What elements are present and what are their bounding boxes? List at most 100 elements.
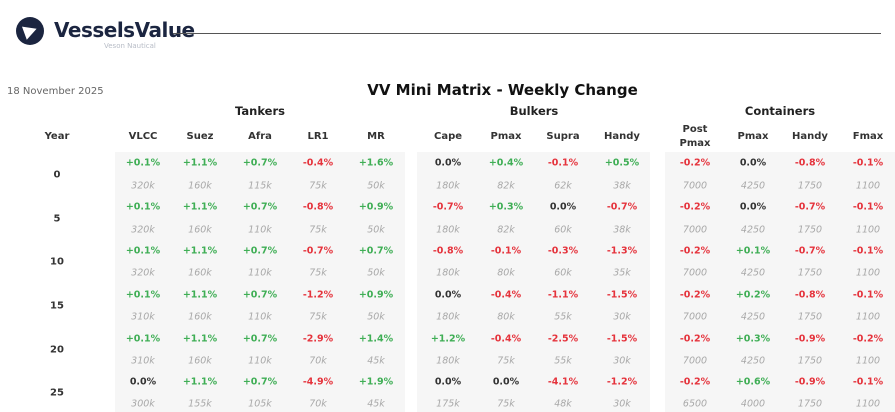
weekly-change-cell: +1.4% — [358, 333, 394, 345]
vessel-size-cell: 310k — [131, 311, 155, 323]
vessel-size-cell: 160k — [188, 311, 212, 323]
vessel-size-cell: 75k — [497, 355, 515, 367]
weekly-change-cell: -0.8% — [794, 289, 826, 301]
vessel-size-cell: 4000 — [740, 398, 766, 410]
vessel-size-cell: 115k — [248, 180, 272, 192]
year-label: 15 — [50, 300, 64, 312]
vessel-size-cell: 35k — [613, 267, 631, 279]
weekly-change-cell: +0.7% — [358, 245, 394, 257]
weekly-change-cell: +0.7% — [242, 289, 278, 301]
weekly-change-cell: 0.0% — [549, 201, 577, 213]
vessel-size-cell: 310k — [131, 355, 155, 367]
vessel-size-cell: 1750 — [797, 311, 823, 323]
column-header: Pmax — [490, 131, 522, 142]
weekly-change-cell: -0.2% — [679, 333, 711, 345]
year-header: Year — [44, 131, 70, 142]
weekly-change-cell: 0.0% — [434, 376, 462, 388]
vessel-size-cell: 4250 — [740, 267, 766, 279]
vessel-size-cell: 60k — [554, 224, 572, 236]
column-header: Handy — [792, 131, 828, 142]
column-header: Cape — [433, 131, 463, 142]
vessel-size-cell: 1100 — [855, 224, 881, 236]
weekly-change-cell: +0.1% — [125, 157, 161, 169]
weekly-change-cell: -0.2% — [679, 201, 711, 213]
vessel-size-cell: 75k — [309, 311, 327, 323]
vessel-size-cell: 48k — [554, 398, 572, 410]
weekly-change-cell: +0.7% — [242, 245, 278, 257]
group-header-bulkers: Bulkers — [509, 104, 559, 118]
weekly-change-cell: +1.9% — [358, 376, 394, 388]
weekly-change-cell: -1.3% — [606, 245, 638, 257]
vessel-size-cell: 180k — [436, 311, 460, 323]
vessel-size-cell: 1100 — [855, 180, 881, 192]
year-label: 10 — [50, 256, 64, 268]
vessel-size-cell: 1750 — [797, 224, 823, 236]
vessel-size-cell: 4250 — [740, 311, 766, 323]
column-header: Pmax — [737, 131, 769, 142]
column-header: Handy — [604, 131, 640, 142]
weekly-change-cell: -0.7% — [794, 245, 826, 257]
group-header-containers: Containers — [744, 104, 816, 118]
weekly-change-cell: -0.7% — [794, 201, 826, 213]
weekly-change-cell: +0.7% — [242, 201, 278, 213]
column-header: Afra — [248, 131, 272, 142]
weekly-change-cell: -2.9% — [302, 333, 334, 345]
brand-name: VesselsValue — [54, 18, 195, 42]
weekly-change-cell: -0.2% — [679, 376, 711, 388]
weekly-change-cell: 0.0% — [492, 376, 520, 388]
vessel-size-cell: 110k — [248, 355, 272, 367]
vessel-size-cell: 1750 — [797, 267, 823, 279]
weekly-change-cell: -0.7% — [432, 201, 464, 213]
vessel-size-cell: 1750 — [797, 398, 823, 410]
vessel-size-cell: 70k — [309, 398, 327, 410]
vessel-size-cell: 160k — [188, 355, 212, 367]
vessel-size-cell: 320k — [131, 224, 155, 236]
year-label: 0 — [53, 169, 61, 180]
weekly-change-cell: -0.9% — [794, 376, 826, 388]
weekly-change-cell: -0.9% — [794, 333, 826, 345]
weekly-change-cell: -0.2% — [679, 289, 711, 301]
vessel-size-cell: 300k — [131, 398, 155, 410]
weekly-change-cell: +1.1% — [182, 201, 218, 213]
year-label: 20 — [50, 344, 64, 356]
vessel-size-cell: 180k — [436, 180, 460, 192]
weekly-change-cell: -0.2% — [679, 157, 711, 169]
weekly-change-cell: +0.3% — [488, 201, 524, 213]
weekly-change-cell: -0.1% — [852, 201, 884, 213]
vessel-size-cell: 80k — [497, 311, 515, 323]
vessel-size-cell: 180k — [436, 355, 460, 367]
vessel-size-cell: 110k — [248, 224, 272, 236]
vessel-size-cell: 160k — [188, 267, 212, 279]
vessel-size-cell: 1100 — [855, 267, 881, 279]
vessel-size-cell: 4250 — [740, 224, 766, 236]
vessel-size-cell: 62k — [554, 180, 572, 192]
vessel-size-cell: 7000 — [682, 311, 708, 323]
weekly-change-cell: +0.7% — [242, 157, 278, 169]
containers-panel — [665, 152, 895, 412]
vessel-size-cell: 4250 — [740, 355, 766, 367]
weekly-change-cell: -0.2% — [679, 245, 711, 257]
weekly-change-cell: -0.4% — [490, 289, 522, 301]
vessel-size-cell: 50k — [367, 180, 385, 192]
weekly-change-cell: -0.4% — [302, 157, 334, 169]
weekly-change-cell: +0.7% — [242, 376, 278, 388]
column-header: Suez — [186, 131, 214, 142]
year-label: 25 — [50, 387, 64, 399]
weekly-change-cell: -0.1% — [547, 157, 579, 169]
weekly-change-cell: -0.1% — [852, 157, 884, 169]
weekly-change-cell: +0.3% — [735, 333, 771, 345]
weekly-change-cell: +1.1% — [182, 376, 218, 388]
weekly-change-cell: 0.0% — [739, 201, 767, 213]
logo — [16, 17, 44, 45]
vessel-size-cell: 50k — [367, 311, 385, 323]
weekly-change-cell: +1.6% — [358, 157, 394, 169]
vessel-size-cell: 7000 — [682, 267, 708, 279]
vessel-size-cell: 38k — [613, 224, 631, 236]
vessel-size-cell: 30k — [613, 355, 631, 367]
vessel-size-cell: 1750 — [797, 355, 823, 367]
vessel-size-cell: 60k — [554, 267, 572, 279]
weekly-change-cell: +1.1% — [182, 289, 218, 301]
weekly-change-cell: -1.1% — [547, 289, 579, 301]
column-header: LR1 — [307, 131, 329, 142]
vessel-size-cell: 7000 — [682, 180, 708, 192]
